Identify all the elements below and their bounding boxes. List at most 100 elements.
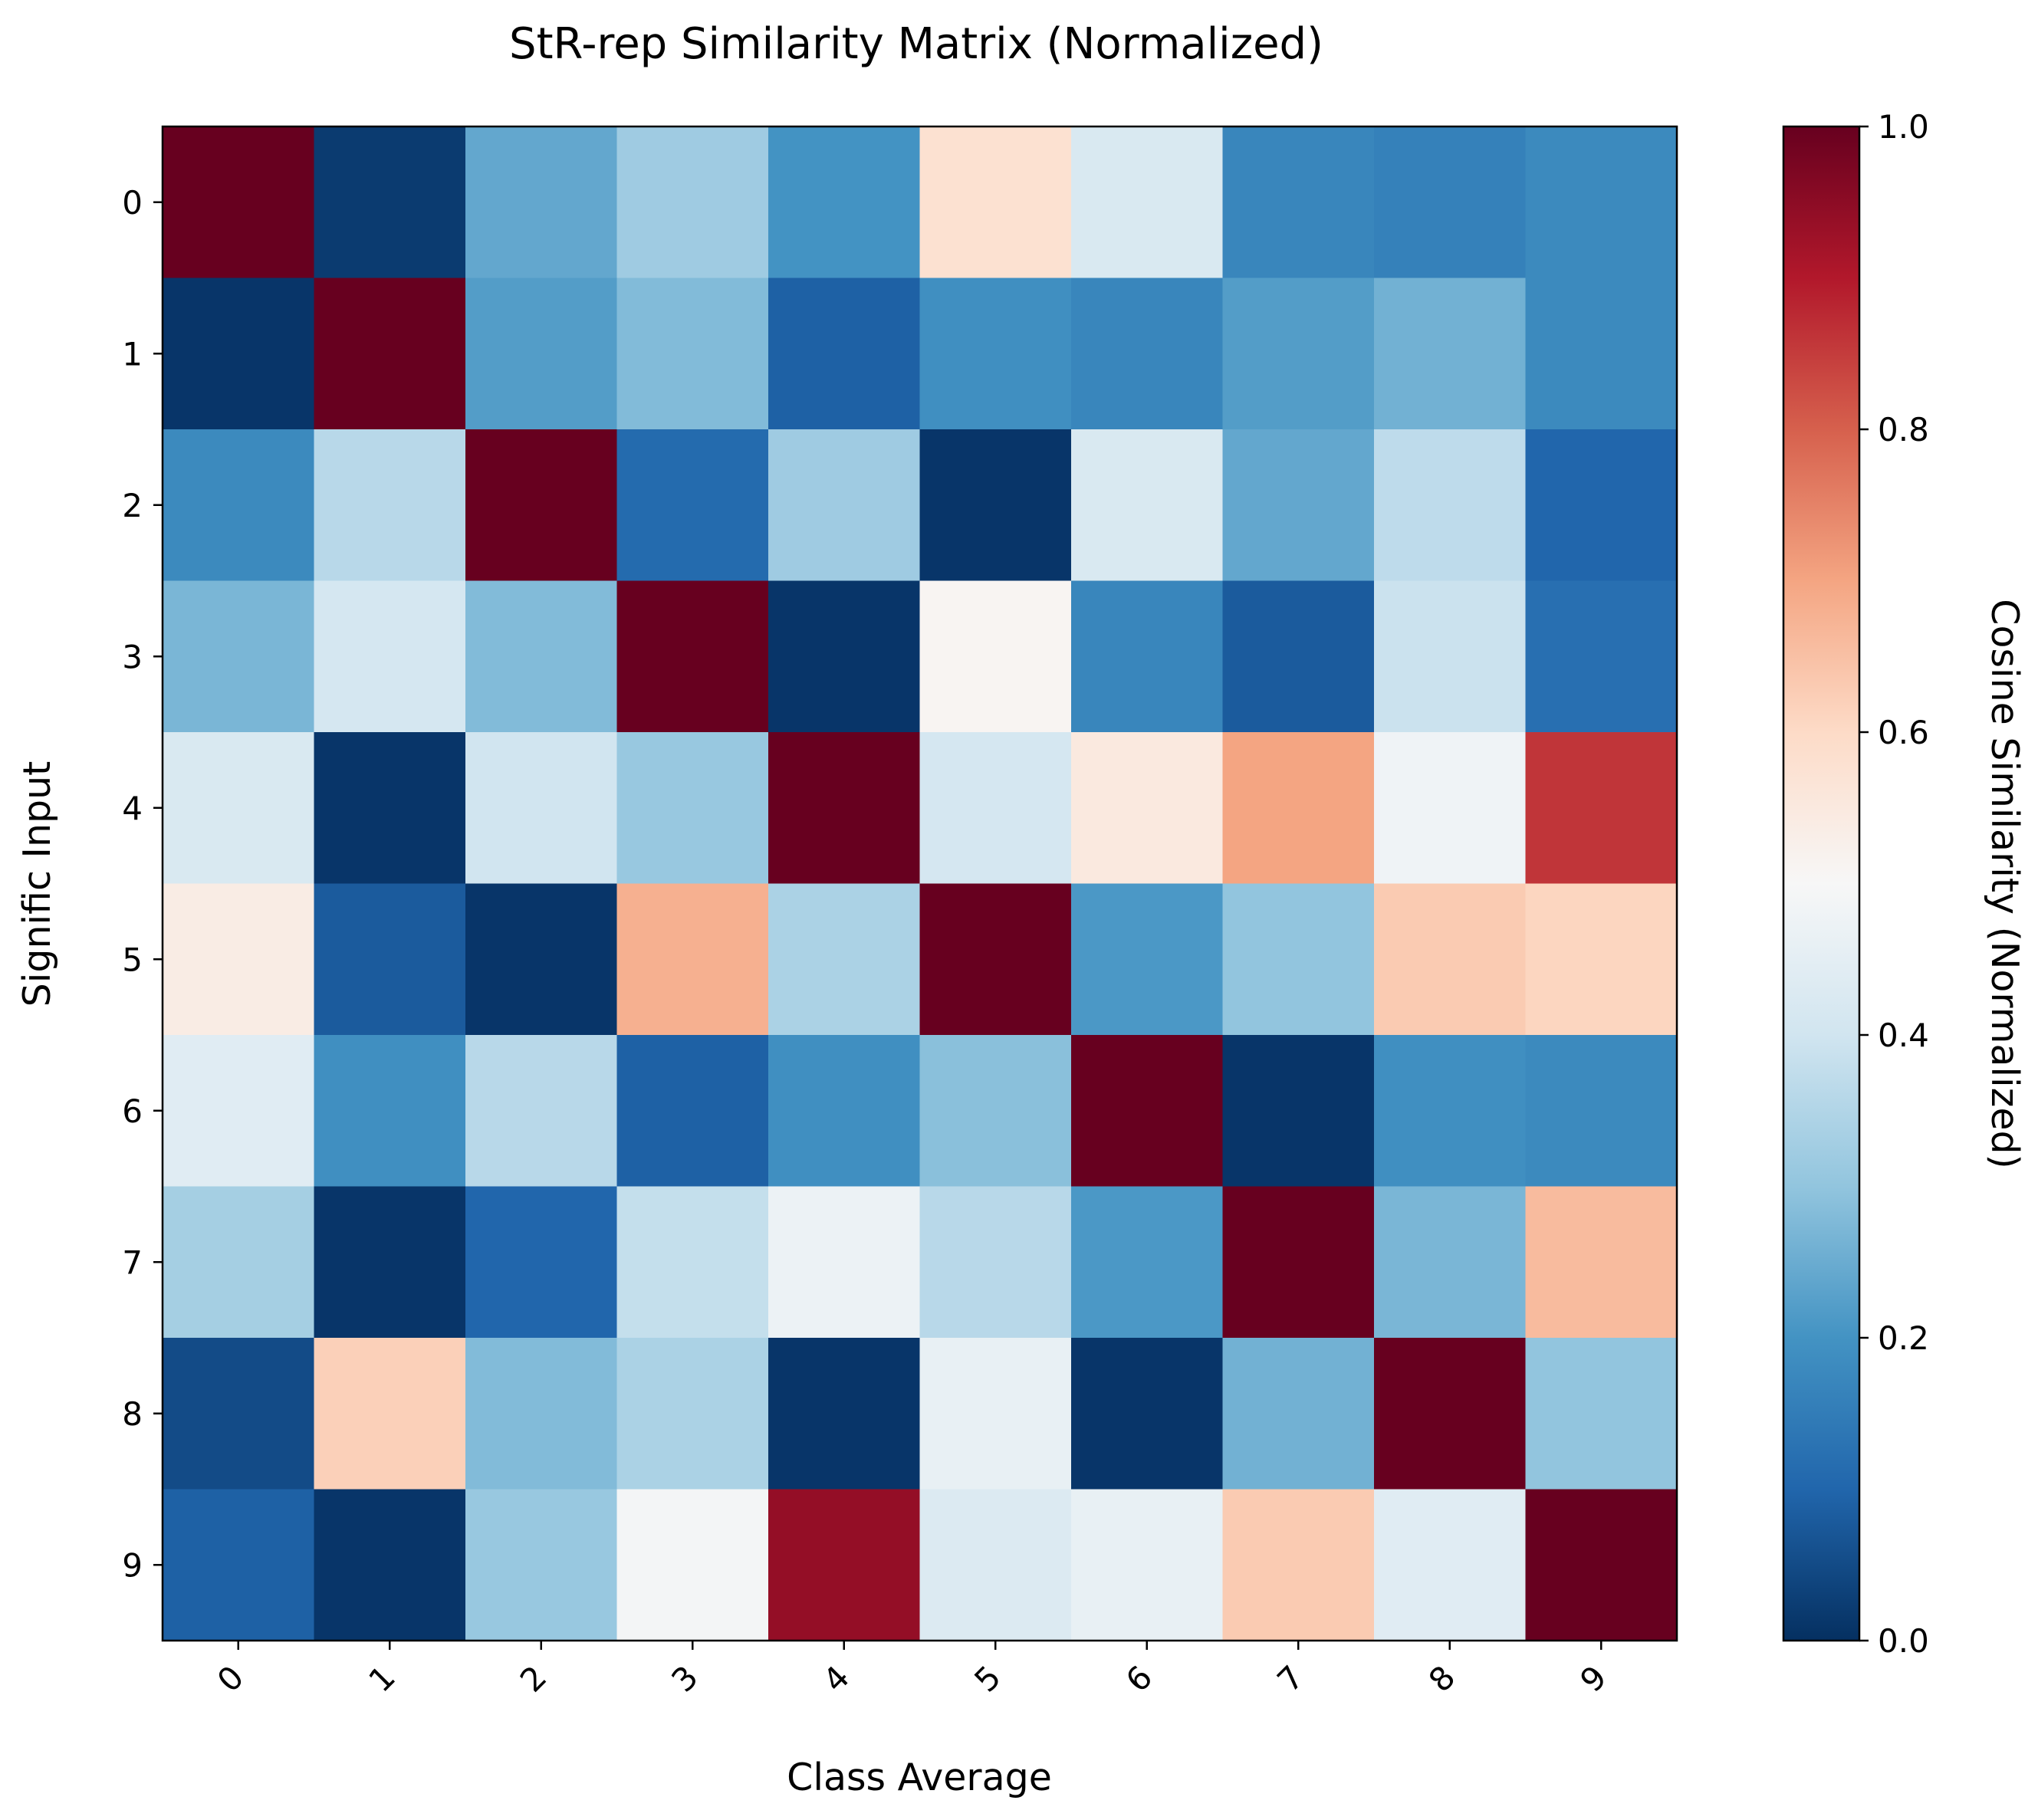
heatmap-cell (465, 1338, 618, 1490)
heatmap-cell (163, 883, 315, 1036)
heatmap-cell (768, 732, 921, 885)
heatmap-cell (314, 732, 466, 885)
heatmap-cell (1374, 278, 1527, 430)
heatmap-cell (919, 883, 1072, 1036)
heatmap-cell (163, 732, 315, 885)
heatmap-cell (465, 732, 618, 885)
heatmap-cell (1374, 429, 1527, 582)
x-tick-label: 7 (1270, 1658, 1311, 1700)
heatmap-cell (465, 429, 618, 582)
heatmap-cell (1525, 278, 1678, 430)
heatmap-cell (1374, 883, 1527, 1036)
heatmap-cell (768, 1338, 921, 1490)
heatmap-cell (616, 1338, 769, 1490)
heatmap-cell (1071, 278, 1224, 430)
colorbar-tick-label: 0.8 (1878, 411, 1929, 448)
heatmap-cell (1071, 732, 1224, 885)
heatmap-cell (1525, 126, 1678, 279)
heatmap-cell (1222, 1489, 1375, 1641)
heatmap-cell (1071, 883, 1224, 1036)
heatmap-cell (1222, 580, 1375, 733)
heatmap-cells (163, 126, 1678, 1641)
heatmap-cell (1222, 1035, 1375, 1188)
heatmap-cell (1525, 883, 1678, 1036)
heatmap-cell (1071, 1186, 1224, 1339)
heatmap-cell (314, 429, 466, 582)
heatmap-cell (919, 1186, 1072, 1339)
heatmap-cell (1071, 580, 1224, 733)
heatmap-cell (163, 1186, 315, 1339)
heatmap-cell (1222, 1338, 1375, 1490)
heatmap-cell (1071, 429, 1224, 582)
heatmap-cell (163, 1338, 315, 1490)
heatmap-cell (616, 1489, 769, 1641)
heatmap-cell (465, 1489, 618, 1641)
y-tick-label: 7 (122, 1243, 143, 1281)
heatmap-cell (465, 1035, 618, 1188)
heatmap-cell (465, 580, 618, 733)
heatmap-cell (314, 580, 466, 733)
x-tick-label: 4 (816, 1658, 857, 1700)
heatmap-cell (919, 126, 1072, 279)
heatmap-cell (768, 1489, 921, 1641)
heatmap-cell (919, 1035, 1072, 1188)
heatmap-cell (919, 429, 1072, 582)
heatmap-cell (1374, 732, 1527, 885)
colorbar-tick-label: 0.6 (1878, 714, 1929, 751)
heatmap-cell (465, 126, 618, 279)
heatmap-cell (465, 1186, 618, 1339)
heatmap-cell (1374, 126, 1527, 279)
y-tick-label: 4 (122, 790, 143, 827)
colorbar-tick-label: 0.4 (1878, 1017, 1929, 1054)
heatmap-cell (163, 126, 315, 279)
heatmap-cell (1222, 883, 1375, 1036)
heatmap-cell (616, 126, 769, 279)
y-tick-label: 9 (122, 1546, 143, 1584)
heatmap-cell (163, 429, 315, 582)
heatmap-cell (1222, 278, 1375, 430)
heatmap-cell (465, 883, 618, 1036)
heatmap-cell (768, 429, 921, 582)
heatmap-cell (616, 883, 769, 1036)
heatmap-cell (1525, 429, 1678, 582)
x-axis-ticks: 0 1 2 3 4 5 6 7 8 9 (210, 1641, 1614, 1700)
y-tick-label: 6 (122, 1092, 143, 1130)
heatmap-cell (1525, 1489, 1678, 1641)
heatmap-cell (465, 278, 618, 430)
colorbar-tick-label: 1.0 (1878, 108, 1929, 146)
heatmap-cell (1222, 1186, 1375, 1339)
heatmap-cell (1374, 1186, 1527, 1339)
colorbar-tick-label: 0.2 (1878, 1319, 1929, 1357)
colorbar-frame (1782, 125, 1861, 1642)
heatmap-cell (1374, 1035, 1527, 1188)
y-tick-label: 3 (122, 638, 143, 675)
y-tick-label: 8 (122, 1395, 143, 1433)
heatmap-cell (1222, 429, 1375, 582)
x-axis-label: Class Average (787, 1756, 1052, 1799)
heatmap-cell (768, 1186, 921, 1339)
heatmap-cell (768, 580, 921, 733)
heatmap-cell (1071, 1035, 1224, 1188)
plot-frame (161, 125, 1678, 1642)
heatmap-cell (768, 126, 921, 279)
heatmap-cell (314, 1489, 466, 1641)
x-tick-label: 1 (361, 1658, 403, 1700)
heatmap-cell (1525, 1035, 1678, 1188)
heatmap-cell (616, 732, 769, 885)
y-axis-label: Signific Input (15, 761, 59, 1007)
x-tick-label: 5 (967, 1658, 1008, 1700)
y-axis-ticks: 0 1 2 3 4 5 6 7 8 9 (122, 184, 163, 1584)
heatmap-cell (616, 1035, 769, 1188)
chart-title: StR-rep Similarity Matrix (Normalized) (509, 19, 1323, 69)
heatmap-cell (163, 1489, 315, 1641)
x-tick-label: 9 (1573, 1658, 1614, 1700)
y-tick-label: 1 (122, 335, 143, 373)
heatmap-cell (768, 1035, 921, 1188)
x-tick-label: 3 (664, 1658, 705, 1700)
heatmap-cell (1374, 1338, 1527, 1490)
heatmap-cell (1525, 1186, 1678, 1339)
heatmap-cell (314, 883, 466, 1036)
colorbar-tick-label: 0.0 (1878, 1622, 1929, 1660)
heatmap-cell (1071, 1338, 1224, 1490)
